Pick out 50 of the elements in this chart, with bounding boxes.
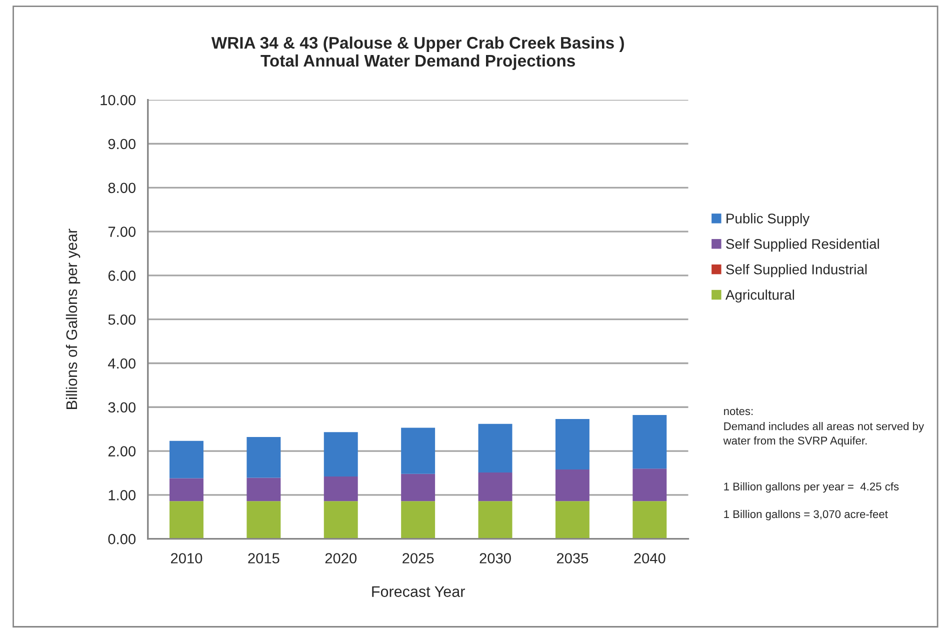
bar: [555, 501, 590, 539]
y-tick-label: 7.00: [108, 226, 136, 237]
y-tick-label: 6.00: [108, 270, 136, 281]
bar: [246, 501, 281, 539]
y-tick-label: 8.00: [108, 182, 136, 194]
bar: [246, 478, 281, 502]
x-tick-label: 2010: [171, 553, 202, 564]
chart-title: WRIA 34 & 43 (Palouse & Upper Crab Creek Basins ) Total Annual Water Demand Projections: [211, 36, 624, 70]
text: 1 Billion gallons per year = 4.25 cfs: [724, 482, 899, 493]
x-tick-label: 2040: [634, 553, 666, 564]
y-tick-label: 5.00: [108, 314, 136, 325]
text: notes:: [724, 408, 753, 416]
legend-label: Public Supply: [726, 213, 810, 226]
x-tick-label: 2035: [556, 553, 588, 564]
legend-label: Self Supplied Residential: [726, 238, 879, 252]
bar: [478, 501, 512, 539]
bar: [478, 472, 512, 502]
x-tick-label: 2025: [402, 553, 434, 564]
bar: [478, 424, 512, 473]
bar: [632, 415, 667, 469]
x-tick-label: 2030: [480, 553, 511, 564]
bar: [170, 440, 204, 478]
bar: [555, 469, 590, 502]
y-tick-label: 1.00: [108, 490, 136, 500]
y-axis-title: Billions of Gallons per year: [66, 228, 80, 409]
y-tick-label: 10.00: [100, 94, 136, 106]
bar: [401, 501, 436, 539]
bar: [170, 501, 204, 539]
y-tick-label: 2.00: [108, 446, 136, 456]
bar: [401, 474, 436, 502]
bar: [555, 418, 590, 470]
bar: [170, 478, 204, 502]
bar: [401, 428, 436, 474]
y-tick-label: 0.00: [108, 534, 136, 544]
bar: [632, 468, 667, 502]
text: 1 Billion gallons = 3,070 acre-feet: [724, 510, 888, 520]
legend-label: Self Supplied Industrial: [726, 264, 867, 278]
y-tick-label: 9.00: [108, 138, 136, 150]
legend-label: Agricultural: [725, 290, 794, 303]
text: Demand includes all areas not served by water from the SVRP Aquifer.: [723, 422, 924, 447]
x-tick-label: 2015: [248, 553, 280, 564]
bar: [324, 432, 358, 476]
x-axis-title: Forecast Year: [372, 586, 465, 597]
y-tick-label: 4.00: [108, 358, 136, 369]
bar: [246, 436, 281, 478]
bar: [632, 501, 667, 539]
bar: [324, 501, 358, 539]
y-tick-label: 3.00: [108, 402, 136, 413]
bar: [324, 476, 358, 502]
x-tick-label: 2020: [325, 553, 357, 564]
